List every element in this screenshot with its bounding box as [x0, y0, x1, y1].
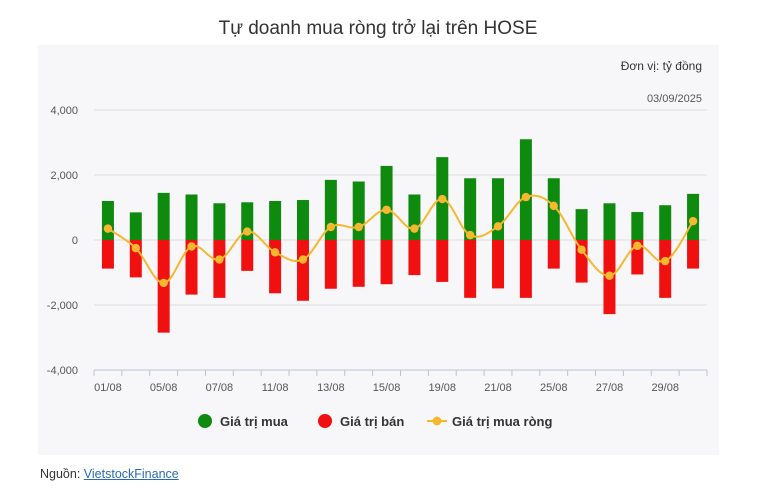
chart-title: Tự doanh mua ròng trở lại trên HOSE	[219, 18, 538, 39]
net-point[interactable]	[103, 224, 113, 233]
buy-bar[interactable]	[659, 205, 672, 240]
buy-bar[interactable]	[519, 139, 532, 240]
sell-bar[interactable]	[380, 240, 393, 285]
sell-bar[interactable]	[687, 240, 700, 269]
sell-bar[interactable]	[464, 240, 477, 298]
net-point[interactable]	[521, 192, 531, 202]
buy-bar[interactable]	[575, 209, 588, 240]
source: Nguồn: VietstockFinance	[40, 467, 179, 481]
buy-bar[interactable]	[129, 212, 142, 240]
x-axis: 01/08 05/08 07/08 11/08 13/08 15/08 19/08 21/08…	[93, 369, 708, 394]
x-tick-label: 11/08	[262, 382, 289, 394]
buy-bar[interactable]	[352, 181, 365, 241]
buy-bar[interactable]	[631, 212, 644, 240]
sell-bar[interactable]	[241, 240, 254, 271]
net-point[interactable]	[493, 222, 503, 231]
net-point[interactable]	[298, 255, 308, 264]
x-tick-label: 27/08	[596, 382, 624, 394]
source-link[interactable]: VietstockFinance	[83, 467, 179, 481]
legend-label[interactable]: Giá trị bán	[340, 414, 404, 429]
y-tick-label: -2,000	[47, 300, 78, 312]
net-point[interactable]	[159, 278, 168, 288]
net-point[interactable]	[688, 216, 698, 226]
buy-bar[interactable]	[269, 201, 282, 240]
sell-bar[interactable]	[492, 240, 505, 289]
buy-bar[interactable]	[101, 201, 114, 240]
net-point[interactable]	[270, 248, 280, 257]
buy-bar[interactable]	[380, 165, 393, 240]
y-tick-label: 0	[72, 235, 78, 247]
net-point[interactable]	[215, 255, 224, 264]
net-point[interactable]	[187, 242, 196, 251]
sell-bar[interactable]	[324, 240, 337, 289]
y-tick-label: 4,000	[50, 105, 78, 117]
y-axis: 4,000 2,000 0 -2,000 -4,000	[47, 105, 78, 377]
unit-label: Đơn vị: tỷ đồng	[621, 59, 702, 73]
net-point[interactable]	[438, 194, 447, 204]
net-point[interactable]	[549, 201, 558, 211]
net-point[interactable]	[633, 241, 642, 251]
sell-bar[interactable]	[213, 240, 226, 298]
net-line	[103, 192, 698, 288]
net-point[interactable]	[605, 271, 614, 280]
sell-bar[interactable]	[547, 240, 560, 269]
legend-marker	[432, 416, 442, 426]
source-label: Nguồn:	[40, 467, 84, 481]
x-tick-label: 29/08	[651, 382, 679, 394]
y-tick-label: -4,000	[47, 365, 78, 377]
sell-bar[interactable]	[269, 240, 282, 294]
buy-bar[interactable]	[687, 193, 700, 240]
buy-bar[interactable]	[603, 203, 616, 240]
sell-bar[interactable]	[659, 240, 672, 298]
net-point[interactable]	[410, 224, 419, 233]
sell-bar[interactable]	[408, 240, 421, 276]
buy-bar[interactable]	[157, 192, 170, 240]
net-point[interactable]	[465, 230, 475, 240]
net-point[interactable]	[382, 205, 391, 214]
buy-bar[interactable]	[296, 200, 309, 240]
net-point[interactable]	[354, 222, 363, 232]
buy-bar[interactable]	[408, 194, 421, 241]
sell-bar[interactable]	[436, 240, 449, 282]
sell-bar[interactable]	[101, 240, 114, 269]
x-tick-label: 13/08	[317, 382, 345, 394]
x-tick-label: 19/08	[429, 382, 457, 394]
buy-bar[interactable]	[464, 178, 477, 240]
net-point[interactable]	[577, 245, 586, 254]
net-line-path	[107, 194, 694, 284]
x-tick-label: 01/08	[94, 382, 122, 394]
x-tick-label: 07/08	[206, 382, 234, 394]
y-tick-label: 2,000	[50, 170, 78, 182]
sell-bar[interactable]	[296, 240, 309, 301]
sell-bar[interactable]	[185, 240, 198, 295]
net-point[interactable]	[661, 256, 670, 266]
buy-bar[interactable]	[492, 178, 505, 240]
x-tick-label: 21/08	[484, 382, 512, 394]
date-label: 03/09/2025	[647, 93, 702, 105]
sell-bar[interactable]	[519, 240, 532, 298]
x-tick-label: 25/08	[540, 382, 568, 394]
legend-label[interactable]: Giá trị mua	[220, 414, 289, 429]
x-tick-label: 05/08	[150, 382, 178, 394]
legend-marker	[318, 414, 332, 428]
bars	[101, 139, 700, 333]
net-point[interactable]	[326, 222, 336, 232]
net-point[interactable]	[243, 227, 252, 236]
buy-bar[interactable]	[185, 194, 198, 241]
net-point[interactable]	[131, 243, 140, 253]
sell-bar[interactable]	[352, 240, 365, 287]
x-tick-label: 15/08	[373, 382, 401, 394]
legend-label[interactable]: Giá trị mua ròng	[452, 414, 552, 429]
buy-bar[interactable]	[213, 203, 226, 240]
legend-marker	[198, 414, 212, 428]
legend[interactable]: Giá trị mua Giá trị bán Giá trị mua ròng	[198, 414, 552, 429]
